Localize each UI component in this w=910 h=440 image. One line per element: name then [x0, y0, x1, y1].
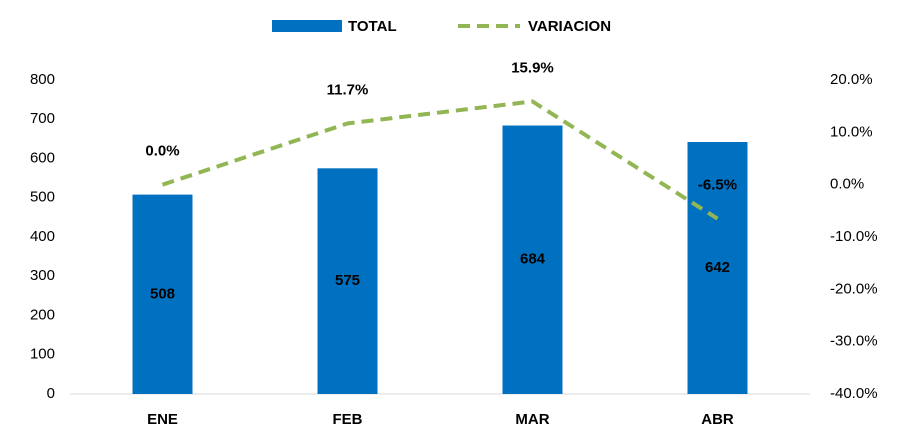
y2-tick-label: -40.0%: [830, 385, 878, 402]
bar: [132, 194, 193, 394]
y-tick-label: 800: [30, 71, 55, 88]
bar-value-label: 684: [520, 251, 546, 268]
y2-tick-label: -10.0%: [830, 228, 878, 245]
y-tick-label: 400: [30, 228, 55, 245]
x-tick-label: MAR: [515, 411, 549, 428]
y2-tick-label: 0.0%: [830, 176, 864, 193]
y-tick-label: 200: [30, 306, 55, 323]
y2-tick-label: 10.0%: [830, 123, 873, 140]
line-value-label: 15.9%: [511, 59, 554, 76]
y2-tick-label: -30.0%: [830, 333, 878, 350]
y-tick-label: 500: [30, 189, 55, 206]
y-tick-label: 100: [30, 346, 55, 363]
bar-value-label: 642: [705, 259, 730, 276]
bar: [687, 142, 748, 394]
legend-swatch: [272, 20, 342, 32]
bar: [317, 168, 378, 394]
line-value-label: 0.0%: [145, 143, 179, 160]
bar-value-label: 575: [335, 272, 360, 289]
legend-label: VARIACION: [528, 18, 611, 35]
bar: [502, 125, 563, 394]
y2-tick-label: -20.0%: [830, 280, 878, 297]
line: [161, 99, 719, 221]
y-tick-label: 300: [30, 267, 55, 284]
line-value-label: -6.5%: [698, 177, 737, 194]
x-tick-label: FEB: [333, 411, 363, 428]
bar-value-label: 508: [150, 285, 175, 302]
y-tick-label: 700: [30, 110, 55, 127]
legend-label: TOTAL: [348, 18, 397, 35]
y-tick-label: 0: [47, 385, 55, 402]
line-value-label: 11.7%: [327, 81, 369, 98]
y-tick-label: 600: [30, 149, 55, 166]
y2-tick-label: 20.0%: [830, 71, 873, 88]
x-tick-label: ENE: [147, 411, 178, 428]
x-tick-label: ABR: [701, 411, 734, 428]
